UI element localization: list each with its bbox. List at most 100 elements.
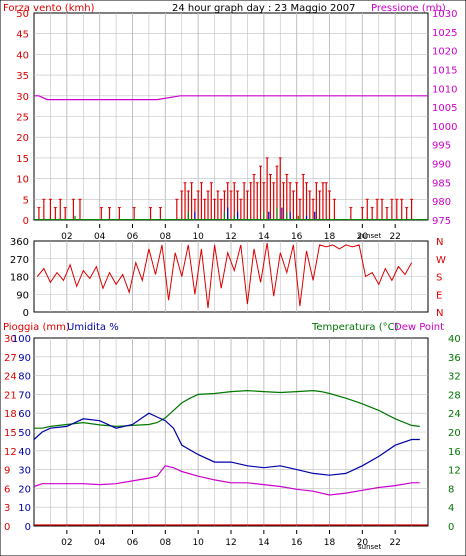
x-tick-14: 14 <box>258 538 270 548</box>
x-tick-08: 08 <box>160 232 172 242</box>
wind-tick-5: 5 <box>23 195 29 206</box>
temperature-y-ticks: 0 4 8 12 16 20 24 28 32 36 40 <box>448 334 461 533</box>
x-tick-16: 16 <box>291 538 303 548</box>
x-tick-20: 20 <box>357 538 369 548</box>
temperature-tick-16: 16 <box>448 447 461 458</box>
direction-tick-270: 270 <box>10 255 29 266</box>
pressure-tick-980: 980 <box>432 197 451 208</box>
temperature-tick-28: 28 <box>448 390 461 401</box>
humidity-tick-30: 30 <box>18 466 31 477</box>
x-tick-20: 20 <box>357 232 369 242</box>
x-tick-10: 10 <box>192 232 204 242</box>
wind-tick-20: 20 <box>16 133 29 144</box>
humidity-tick-10: 10 <box>18 503 31 514</box>
rain-tick-12: 12 <box>4 447 17 458</box>
pressure-tick-975: 975 <box>432 216 451 227</box>
wind-tick-30: 30 <box>16 92 29 103</box>
rain-tick-3: 3 <box>4 503 10 514</box>
rain-tick-30: 30 <box>4 334 17 345</box>
humidity-tick-90: 90 <box>18 353 31 364</box>
pressure-tick-990: 990 <box>432 160 451 171</box>
x-tick-06: 06 <box>127 232 139 242</box>
pressure-tick-1005: 1005 <box>432 103 457 114</box>
direction-tick-180: 180 <box>10 273 29 284</box>
temperature-tick-0: 0 <box>448 522 454 533</box>
direction-series <box>36 242 413 309</box>
wind-tick-15: 15 <box>16 154 29 165</box>
x-tick-02: 02 <box>61 538 72 548</box>
temp-x-ticks: 02 04 06 08 10 12 14 16 18 20 22 <box>61 530 401 548</box>
compass-3: E <box>436 290 442 301</box>
wind-bars <box>34 157 428 220</box>
wind-tick-40: 40 <box>16 50 29 61</box>
humidity-tick-100: 100 <box>12 334 31 345</box>
x-tick-04: 04 <box>94 232 106 242</box>
temp-humidity-lines <box>33 389 428 526</box>
rain-tick-9: 9 <box>4 466 10 477</box>
temperature-tick-24: 24 <box>448 409 461 420</box>
wind-tick-35: 35 <box>16 71 29 82</box>
temperature-tick-8: 8 <box>448 484 454 495</box>
x-tick-10: 10 <box>192 538 204 548</box>
compass-1: W <box>436 255 446 266</box>
x-tick-18: 18 <box>324 232 336 242</box>
series-1 <box>33 412 420 476</box>
humidity-tick-50: 50 <box>18 428 31 439</box>
x-tick-08: 08 <box>160 538 172 548</box>
pressure-series <box>34 95 428 101</box>
humidity-tick-40: 40 <box>18 447 31 458</box>
temp-humidity-grid <box>34 338 428 526</box>
x-tick-06: 06 <box>127 538 139 548</box>
temperature-tick-40: 40 <box>448 334 461 345</box>
humidity-tick-60: 60 <box>18 409 31 420</box>
wind-direction-grid <box>34 241 428 312</box>
temperature-tick-32: 32 <box>448 372 461 383</box>
rain-tick-15: 15 <box>4 428 17 439</box>
pressure-tick-1010: 1010 <box>432 84 457 95</box>
sunset-label-1: sunset <box>358 232 381 240</box>
direction-tick-90: 90 <box>16 290 29 301</box>
pressure-tick-985: 985 <box>432 178 451 189</box>
x-tick-22: 22 <box>389 232 400 242</box>
pressure-tick-1020: 1020 <box>432 47 457 58</box>
wind-tick-0: 0 <box>23 216 29 227</box>
x-tick-02: 02 <box>61 232 72 242</box>
pressure-tick-995: 995 <box>432 141 451 152</box>
x-tick-18: 18 <box>324 538 336 548</box>
wind-tick-45: 45 <box>16 30 29 41</box>
pressure-line <box>34 95 428 101</box>
direction-tick-360: 360 <box>10 237 29 248</box>
rain-tick-27: 27 <box>4 353 17 364</box>
dewpoint-axis-label: Dew Point <box>394 322 444 333</box>
temperature-axis-label: Temperatura (°C) <box>311 322 399 333</box>
humidity-tick-80: 80 <box>18 372 31 383</box>
rain-y-ticks: 0 3 6 9 12 15 18 21 24 27 30 <box>4 334 17 533</box>
rain-tick-21: 21 <box>4 390 17 401</box>
pressure-axis-label: Pressione (mb) <box>371 3 446 14</box>
wind-x-ticks: 02 04 06 08 10 12 14 16 18 20 22 <box>61 224 401 242</box>
wind-axis-label: Forza vento (kmh) <box>3 3 95 14</box>
pressure-tick-1030: 1030 <box>432 9 457 20</box>
humidity-y-ticks: 0 10 20 30 40 50 60 70 80 90 100 <box>12 334 31 533</box>
x-tick-22: 22 <box>389 538 400 548</box>
series-2 <box>33 465 420 496</box>
pressure-tick-1025: 1025 <box>432 28 457 39</box>
wind-y-ticks: 0 5 10 15 20 25 30 35 40 45 50 <box>16 9 29 227</box>
x-tick-14: 14 <box>258 232 270 242</box>
rain-tick-0: 0 <box>4 522 10 533</box>
wind-tick-10: 10 <box>16 175 29 186</box>
temperature-tick-4: 4 <box>448 503 454 514</box>
direction-tick-0: 0 <box>23 308 29 319</box>
temperature-tick-20: 20 <box>448 428 461 439</box>
x-tick-16: 16 <box>291 232 303 242</box>
humidity-tick-70: 70 <box>18 390 31 401</box>
humidity-tick-20: 20 <box>18 484 31 495</box>
wind-tick-25: 25 <box>16 113 29 124</box>
rain-axis-label: Pioggia (mm) <box>3 322 70 333</box>
humidity-axis-label: Umidita % <box>67 322 119 333</box>
